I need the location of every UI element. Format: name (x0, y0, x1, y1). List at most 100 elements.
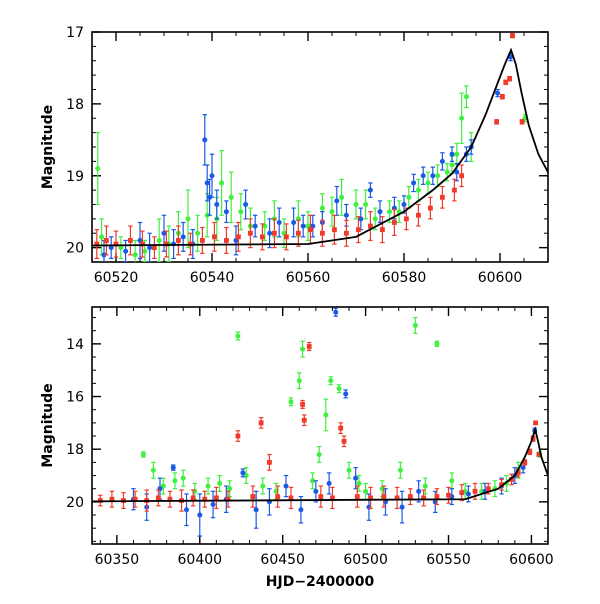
data-point (459, 173, 464, 179)
data-point (339, 194, 345, 200)
data-point (399, 504, 405, 510)
data-point (332, 227, 337, 233)
data-point (300, 223, 306, 229)
plot-frame (91, 306, 549, 545)
data-point (207, 194, 213, 200)
data-point (296, 378, 302, 384)
data-point (368, 223, 373, 229)
data-point (333, 309, 339, 315)
data-point (288, 399, 294, 405)
data-point (301, 417, 307, 423)
data-point (260, 483, 266, 489)
y-tick-label: 17 (66, 25, 84, 41)
data-point (330, 495, 335, 501)
y-tick-label: 20 (66, 241, 84, 257)
data-point (527, 449, 533, 455)
data-point (326, 480, 332, 486)
data-point (184, 507, 190, 513)
data-point (459, 115, 465, 121)
data-point (415, 187, 421, 193)
data-point (353, 202, 359, 207)
data-point (328, 378, 334, 384)
model-curve (92, 426, 548, 503)
x-axis-label: HJD−2400000 (266, 574, 375, 590)
data-point (170, 465, 176, 471)
data-point (212, 234, 217, 240)
data-point (236, 234, 241, 240)
y-tick-label: 16 (66, 390, 84, 406)
data-point (425, 180, 431, 186)
x-tick-label: 60520 (94, 270, 139, 286)
data-point (132, 252, 138, 258)
data-point (320, 230, 325, 236)
data-point (128, 238, 133, 243)
data-point (428, 205, 433, 211)
data-point (316, 451, 322, 457)
data-point (276, 219, 282, 225)
series-blue (130, 307, 538, 537)
data-point (267, 230, 273, 236)
data-point (394, 495, 400, 501)
data-point (519, 119, 525, 125)
data-point (132, 496, 138, 502)
data-point (329, 209, 335, 215)
data-point (108, 245, 114, 251)
data-point (313, 488, 319, 494)
data-point (180, 475, 186, 481)
data-point (238, 209, 244, 215)
data-point (454, 151, 460, 157)
data-point (300, 346, 306, 352)
data-point (411, 180, 417, 186)
data-point (205, 483, 211, 489)
x-tick-label: 60350 (95, 552, 140, 568)
data-point (101, 252, 107, 258)
data-point (463, 94, 469, 100)
data-point (435, 173, 441, 179)
y-axis-label: Magnitude (40, 383, 56, 467)
data-point (406, 194, 412, 200)
data-point (272, 230, 277, 236)
y-tick-label: 14 (66, 337, 84, 353)
data-point (217, 480, 223, 486)
data-point (258, 420, 264, 426)
data-point (284, 234, 289, 240)
data-point (319, 205, 325, 211)
data-point (235, 333, 241, 339)
data-point (197, 512, 203, 518)
data-point (420, 173, 426, 179)
series-blue (101, 52, 514, 262)
data-point (495, 90, 501, 96)
data-point (213, 495, 219, 501)
data-point (421, 495, 427, 501)
data-point (296, 230, 301, 236)
data-point (520, 465, 526, 471)
data-point (459, 490, 465, 496)
x-tick-label: 60500 (343, 552, 388, 568)
data-point (185, 216, 191, 222)
data-point (209, 173, 215, 179)
data-point (262, 223, 268, 229)
data-point (387, 209, 393, 215)
data-point (252, 223, 258, 229)
data-point (275, 494, 281, 499)
data-point (368, 495, 373, 501)
data-point (401, 202, 407, 207)
data-point (260, 234, 265, 240)
data-point (204, 180, 210, 186)
data-point (156, 237, 162, 243)
data-point (109, 496, 115, 502)
data-point (283, 483, 289, 489)
data-point (306, 344, 312, 349)
data-point (118, 245, 124, 251)
data-point (243, 202, 249, 207)
data-point (494, 119, 500, 125)
data-point (94, 241, 100, 247)
data-point (404, 216, 409, 222)
plot-frame (91, 31, 549, 263)
data-point (509, 477, 514, 482)
data-point (343, 212, 349, 218)
data-point (235, 433, 241, 439)
data-point (536, 452, 542, 457)
x-tick-label: 60560 (286, 270, 331, 286)
